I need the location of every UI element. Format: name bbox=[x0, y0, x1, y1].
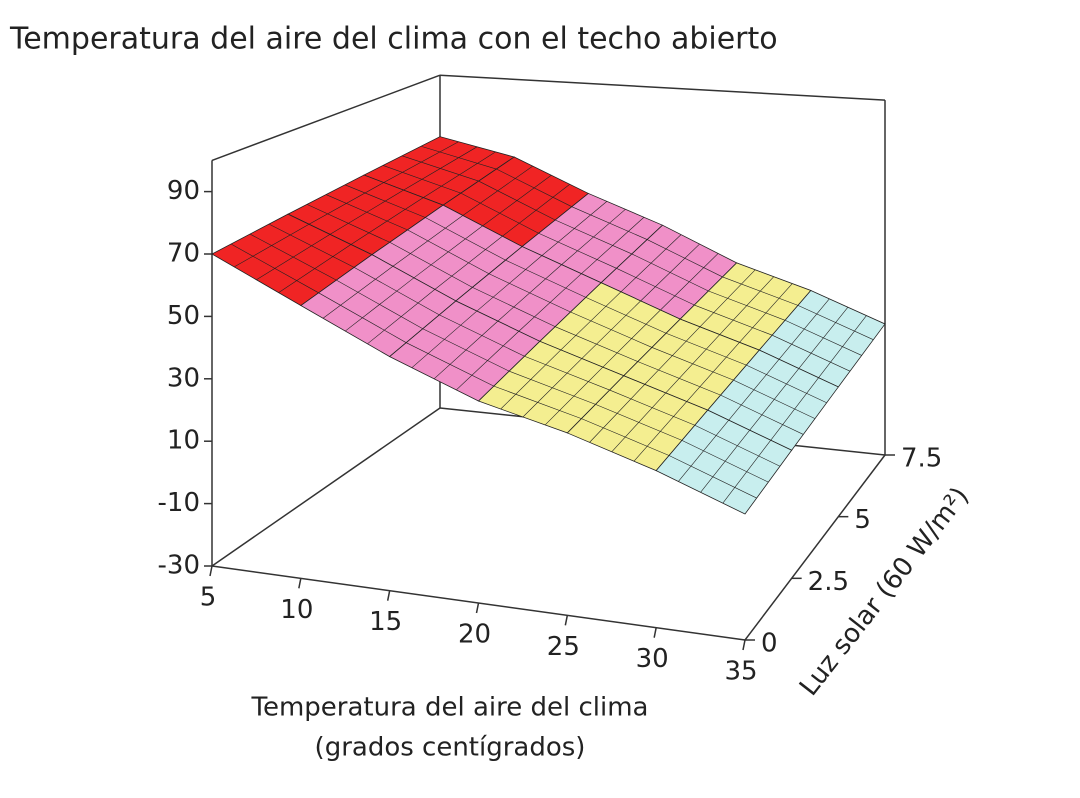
mesh-line bbox=[456, 331, 520, 391]
mesh-line bbox=[439, 314, 525, 357]
mesh-line bbox=[708, 290, 786, 321]
mesh-line bbox=[401, 155, 479, 182]
x-tick-label: 25 bbox=[547, 632, 580, 662]
mesh-line bbox=[434, 235, 503, 290]
chart-title: Temperatura del aire del clima con el te… bbox=[9, 22, 778, 57]
box-edge bbox=[211, 407, 441, 567]
z-tick-label: -10 bbox=[158, 488, 200, 518]
surface-cell bbox=[655, 409, 793, 515]
mesh-line bbox=[268, 223, 355, 268]
y-tick-label: 0 bbox=[761, 629, 778, 659]
x-tick bbox=[386, 590, 391, 601]
mesh-line bbox=[407, 229, 490, 275]
z-tick-label: 10 bbox=[167, 426, 200, 456]
mesh-line bbox=[595, 404, 683, 441]
mesh-line bbox=[423, 151, 496, 198]
x-tick-label: 10 bbox=[280, 595, 313, 625]
mesh-line bbox=[367, 289, 436, 345]
mesh-line bbox=[425, 217, 506, 261]
mesh-line bbox=[488, 273, 571, 313]
x-tick bbox=[475, 602, 480, 614]
z-tick-label: 50 bbox=[167, 301, 200, 331]
axis-line bbox=[744, 454, 886, 641]
z-tick-label: -30 bbox=[158, 551, 200, 581]
mesh-line bbox=[354, 267, 440, 316]
y-tick-label: 5 bbox=[854, 505, 871, 535]
y-tick-label: 7.5 bbox=[901, 444, 942, 474]
box-edge bbox=[211, 74, 441, 162]
mesh-line bbox=[733, 379, 816, 419]
x-tick-label: 5 bbox=[200, 583, 217, 613]
x-tick bbox=[653, 627, 657, 638]
mesh-line bbox=[722, 440, 771, 504]
mesh-line bbox=[818, 315, 867, 378]
mesh-line bbox=[602, 309, 661, 368]
x-tick bbox=[209, 565, 213, 577]
mesh-line bbox=[278, 244, 352, 293]
mesh-line bbox=[422, 328, 510, 372]
mesh-line bbox=[505, 259, 586, 298]
mesh-line bbox=[249, 233, 337, 281]
x-tick bbox=[564, 615, 569, 626]
mesh-line bbox=[647, 239, 723, 278]
mesh-line bbox=[570, 311, 653, 348]
x-tick-label: 15 bbox=[369, 607, 402, 637]
mesh-line bbox=[722, 276, 799, 306]
mesh-line bbox=[555, 219, 632, 255]
mesh-line bbox=[350, 197, 424, 245]
mesh-line bbox=[544, 366, 604, 426]
x-tick-label: 30 bbox=[636, 644, 669, 674]
mesh-line bbox=[633, 401, 687, 462]
mesh-line bbox=[739, 283, 793, 343]
mesh-line bbox=[524, 355, 610, 391]
mesh-line bbox=[502, 184, 570, 237]
mesh-line bbox=[336, 279, 423, 330]
box-edge bbox=[439, 74, 886, 101]
mesh-line bbox=[631, 253, 709, 292]
x-axis-label: Temperatura del aire del clima bbox=[251, 693, 649, 723]
mesh-line bbox=[746, 364, 827, 404]
mesh-line bbox=[694, 424, 781, 467]
mesh-line bbox=[509, 370, 596, 405]
x-tick-label: 20 bbox=[458, 620, 491, 650]
mesh-line bbox=[344, 184, 426, 218]
x-axis-label: (grados centígrados) bbox=[315, 733, 586, 763]
mesh-line bbox=[325, 194, 408, 231]
mesh-line bbox=[478, 180, 556, 221]
z-tick-label: 90 bbox=[167, 176, 200, 206]
mesh-line bbox=[770, 377, 819, 441]
mesh-line bbox=[420, 145, 497, 170]
mesh-line bbox=[496, 168, 572, 207]
x-tick-label: 35 bbox=[724, 657, 757, 687]
mesh-line bbox=[585, 297, 667, 334]
x-tick bbox=[742, 639, 746, 651]
mesh-line bbox=[666, 332, 747, 366]
z-tick-label: 30 bbox=[167, 363, 200, 393]
z-tick-label: 70 bbox=[167, 239, 200, 269]
mesh-line bbox=[681, 440, 769, 483]
mesh-line bbox=[660, 253, 719, 311]
y-tick-label: 2.5 bbox=[808, 567, 849, 597]
mesh-line bbox=[609, 389, 695, 426]
mesh-line bbox=[784, 320, 862, 356]
mesh-line bbox=[797, 305, 874, 340]
mesh-line bbox=[686, 342, 740, 402]
mesh-line bbox=[571, 206, 648, 240]
mesh-line bbox=[581, 217, 645, 274]
x-tick bbox=[298, 578, 302, 589]
mesh-line bbox=[518, 273, 582, 332]
mesh-line bbox=[651, 347, 734, 381]
